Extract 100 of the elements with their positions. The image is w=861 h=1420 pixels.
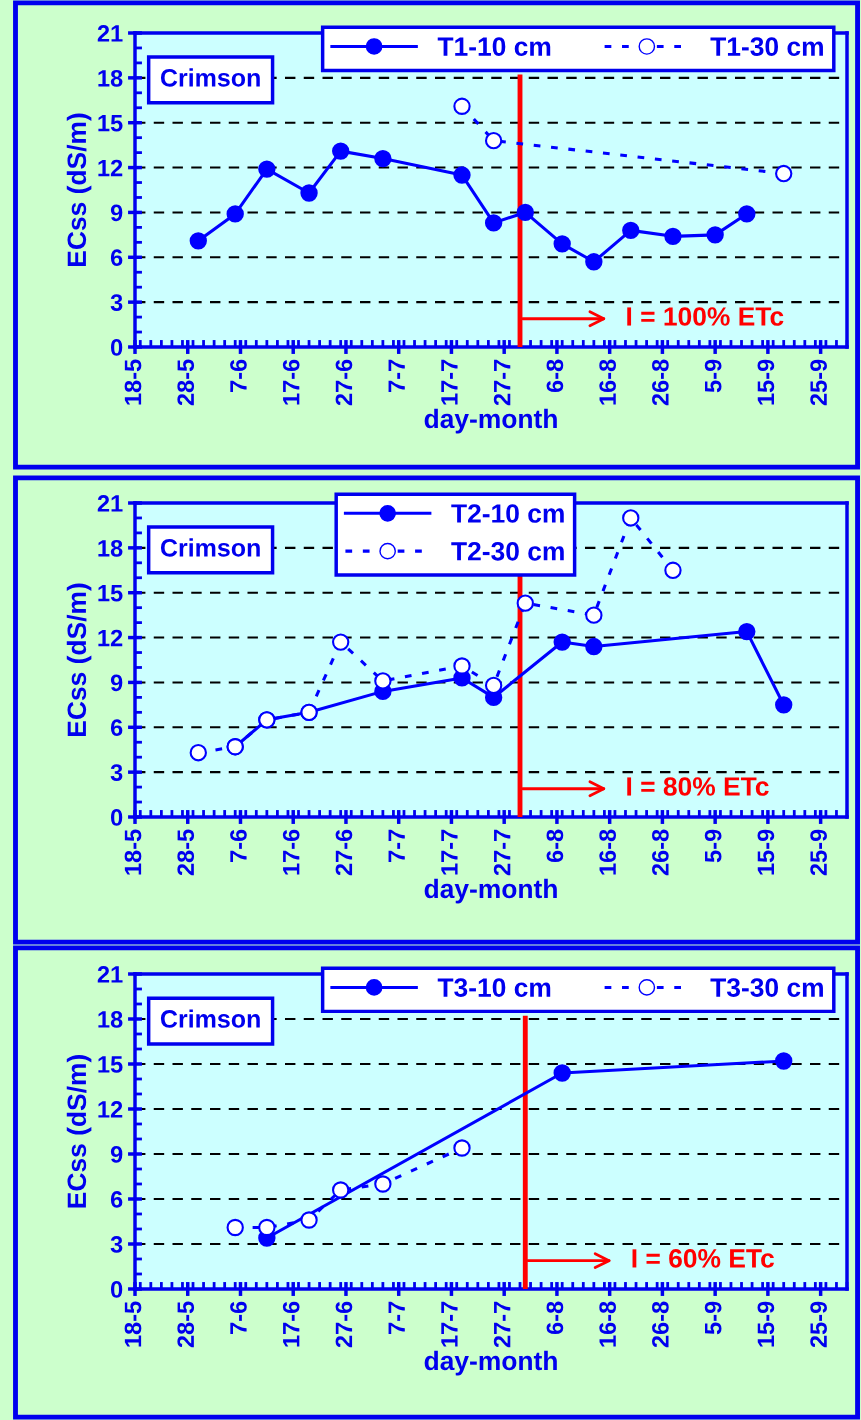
point [622,221,640,240]
y-tick-label: 9 [110,674,123,692]
point [374,149,392,168]
y-tick-label: 12 [98,1101,123,1118]
x-tick-label: 18-5 [124,829,142,875]
y-tick-label: 18 [98,539,123,557]
x-tick-label: 25-9 [810,359,827,406]
x-tick-label: 7-7 [388,359,405,392]
x-tick-label: 27-7 [493,359,511,406]
x-tick-label: 26-8 [652,829,669,876]
point [484,131,503,150]
x-tick-label: 7-7 [388,1301,405,1334]
x-tick-label: 25-9 [810,829,827,876]
x-tick-label: 5-9 [704,829,722,863]
y-tick-label: 21 [97,25,123,42]
x-tick-label: 6-8 [546,829,564,863]
x-tick-label: 26-8 [652,1301,669,1348]
x-tick-label: 28-5 [177,359,195,406]
legend-label: T1-30 cm [710,37,823,57]
x-tick-label: 15-9 [757,1301,775,1347]
x-tick-label: 27-6 [335,1301,353,1348]
point [453,166,471,184]
point [553,235,571,253]
x-tick-label: 25-9 [810,1301,827,1348]
point [453,1139,471,1157]
y-tick-label: 6 [110,249,123,267]
x-tick-label: 7-6 [230,829,247,862]
y-tick-label: 0 [111,339,123,356]
legend-label: T3-30 cm [710,978,823,997]
point [189,744,207,762]
x-tick-label: 17-7 [441,1301,458,1347]
x-tick-label: 5-9 [704,359,722,393]
ref-line-label: I = 100% ETc [627,307,784,326]
point [189,232,207,250]
x-tick-label: 18-5 [124,1301,142,1347]
point [226,1218,244,1237]
annotation: Crimson [160,1009,260,1028]
point [553,633,571,651]
point [585,253,603,271]
x-axis-title: day-month [424,1350,557,1376]
x-tick-label: 15-9 [757,359,775,405]
x-tick-label: 28-5 [177,1301,195,1348]
y-tick-label: 9 [110,204,123,222]
legend-label: T2-30 cm [451,541,564,561]
annotation: Crimson [160,68,260,87]
y-tick-label: 15 [98,585,123,602]
legend-label: T1-10 cm [437,37,551,56]
x-tick-label: 7-6 [230,359,247,392]
point [453,97,471,115]
y-tick-label: 15 [98,1056,123,1073]
x-tick-label: 16-8 [599,1301,616,1347]
point [300,1211,318,1229]
y-tick-label: 6 [110,1191,123,1208]
x-tick-label: 6-8 [546,359,564,393]
y-tick-label: 18 [98,1011,123,1028]
y-tick-label: 18 [98,69,123,87]
point [738,205,756,223]
y-tick-label: 9 [110,1146,123,1163]
x-tick-label: 26-8 [652,359,669,406]
x-tick-label: 27-6 [335,829,353,876]
annotation: Crimson [160,538,260,557]
y-tick-label: 0 [111,809,123,826]
y-tick-label: 3 [110,294,123,311]
legend-label: T3-10 cm [437,978,551,997]
point [453,657,471,675]
x-tick-label: 27-7 [493,1301,511,1348]
point [775,164,793,183]
x-axis-title: day-month [424,408,557,434]
x-tick-label: 27-6 [335,359,353,406]
point [332,633,350,651]
legend-label: T2-10 cm [451,504,564,523]
x-tick-label: 16-8 [599,359,616,405]
x-tick-label: 17-7 [441,829,458,875]
x-tick-label: 16-8 [599,829,616,875]
x-tick-label: 17-6 [282,1301,300,1347]
x-tick-label: 6-8 [546,1301,564,1335]
y-tick-label: 3 [110,1236,123,1253]
point [516,203,534,222]
x-tick-label: 28-5 [177,829,195,876]
y-tick-label: 21 [97,495,123,512]
y-tick-label: 15 [98,115,123,132]
x-tick-label: 7-7 [388,829,405,862]
point [706,226,724,244]
y-axis-title: ECss (dS/m) [66,113,92,266]
point [775,1052,793,1070]
ref-line-label: I = 60% ETc [632,1249,774,1268]
point [585,637,603,656]
point [622,509,640,527]
point [332,1181,350,1199]
point [226,205,244,223]
point [738,622,756,641]
y-axis-title: ECss (dS/m) [66,1055,92,1208]
point [484,214,503,232]
x-tick-label: 27-7 [493,829,511,876]
y-tick-label: 21 [97,966,123,983]
x-tick-label: 17-6 [282,359,300,405]
point [664,227,682,246]
x-axis-title: day-month [424,878,557,904]
y-tick-label: 3 [110,764,123,781]
point [516,594,534,612]
